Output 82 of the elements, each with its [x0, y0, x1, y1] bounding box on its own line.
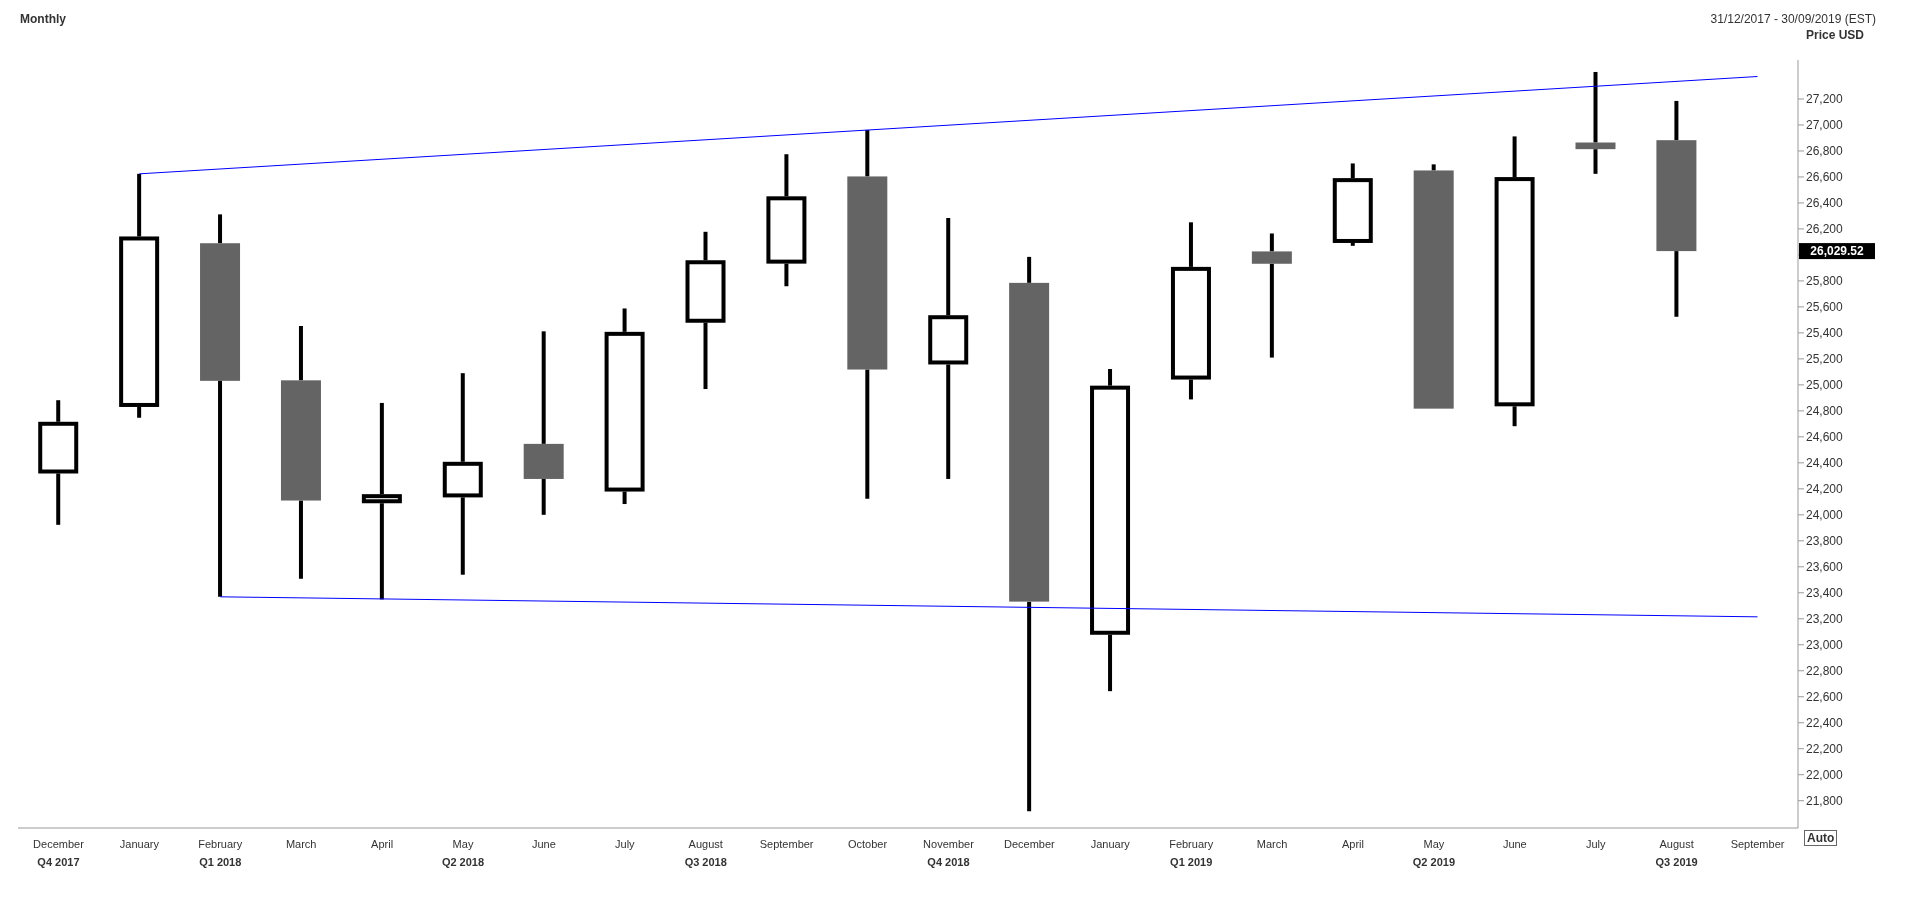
candlestick: [1090, 369, 1131, 692]
y-tick-label: 22,200: [1806, 741, 1844, 756]
candlestick: [38, 400, 79, 525]
text: Q4 2017: [37, 856, 80, 868]
candlestick: [1170, 222, 1211, 400]
y-tick-label: 26,800: [1806, 144, 1844, 159]
text: Q2 2019: [1412, 856, 1456, 868]
text: Q4 2018: [927, 856, 970, 868]
text: Q1 2018: [199, 856, 242, 868]
text: Q2 2018: [441, 856, 485, 868]
x-tick-label: August: [688, 838, 723, 850]
text: 31/12/2017 - 30/09/2019 (EST): [1710, 12, 1876, 26]
x-tick-label: September: [1730, 838, 1785, 850]
candlestick: [1251, 233, 1292, 358]
candlestick: [928, 218, 969, 479]
x-tick-label: October: [847, 838, 888, 850]
x-tick-label: July: [1585, 838, 1607, 850]
candlestick: [604, 308, 645, 505]
y-tick-label: 27,000: [1806, 118, 1844, 133]
candlestick: [766, 154, 807, 287]
y-tick-label: 27,200: [1806, 92, 1844, 107]
x-tick-label: January: [1090, 838, 1131, 850]
x-tick-label: March: [1256, 838, 1288, 850]
candlestick: [523, 331, 564, 515]
candlestick: [1656, 100, 1697, 317]
y-tick-label: 23,000: [1806, 638, 1844, 653]
y-tick-label: 21,800: [1806, 793, 1844, 808]
x-tick-label: June: [531, 838, 556, 850]
text: Q3 2018: [684, 856, 727, 868]
x-tick-label: May: [452, 838, 474, 850]
x-tick-label: June: [1502, 838, 1527, 850]
candlestick: [685, 231, 726, 390]
x-tick-label: February: [198, 838, 243, 850]
x-tick-label: January: [119, 838, 160, 850]
y-tick-label: 24,000: [1806, 508, 1844, 523]
candlestick: [442, 373, 483, 575]
candlestick: [361, 402, 402, 600]
y-tick-label: 25,200: [1806, 352, 1844, 367]
x-tick-label: December: [33, 838, 85, 850]
text: Q1 2019: [1170, 856, 1213, 868]
text: Auto: [1804, 830, 1838, 846]
candlestick: [847, 130, 888, 499]
y-tick-label: 23,600: [1806, 560, 1844, 575]
x-tick-label: August: [1659, 838, 1694, 850]
y-tick-label: 23,200: [1806, 612, 1844, 627]
y-tick-label: 22,800: [1806, 664, 1844, 679]
x-tick-label: May: [1423, 838, 1445, 850]
y-tick-label: 23,400: [1806, 586, 1844, 601]
candlestick: [200, 214, 241, 597]
y-tick-label: 24,600: [1806, 430, 1844, 445]
candlestick: [280, 326, 321, 579]
x-tick-label: April: [371, 838, 394, 850]
x-tick-label: April: [1341, 838, 1365, 850]
y-axis-title: Price USD: [1806, 28, 1866, 43]
y-tick-label: 25,600: [1806, 300, 1844, 315]
x-tick-label: December: [1003, 838, 1056, 850]
candlestick: [1009, 256, 1050, 812]
y-tick-label: 23,800: [1806, 534, 1844, 549]
candlestick: [1494, 136, 1535, 427]
candlestick: [1332, 163, 1373, 246]
candlestick: [1575, 71, 1616, 174]
x-tick-label: September: [759, 838, 814, 850]
y-tick-label: 24,400: [1806, 456, 1844, 471]
y-tick-label: 22,600: [1806, 690, 1844, 705]
x-tick-label: November: [923, 838, 975, 850]
x-tick-label: February: [1169, 838, 1214, 850]
x-tick-label: March: [285, 838, 317, 850]
y-tick-label: 26,600: [1806, 170, 1844, 185]
y-tick-label: 22,000: [1806, 767, 1844, 782]
text: 26,029.52: [1810, 244, 1864, 259]
y-tick-label: 26,400: [1806, 196, 1844, 211]
candlestick: [119, 173, 160, 418]
text: Q3 2019: [1655, 856, 1698, 868]
y-tick-label: 25,000: [1806, 378, 1844, 393]
y-tick-label: 24,200: [1806, 482, 1844, 497]
y-tick-label: 25,800: [1806, 274, 1844, 289]
y-tick-label: 22,400: [1806, 716, 1844, 730]
x-tick-label: July: [615, 838, 636, 850]
y-tick-label: 26,200: [1806, 222, 1844, 237]
y-tick-label: 24,800: [1806, 404, 1844, 419]
y-tick-label: 25,400: [1806, 326, 1844, 341]
chart-title: Monthly: [20, 12, 66, 26]
